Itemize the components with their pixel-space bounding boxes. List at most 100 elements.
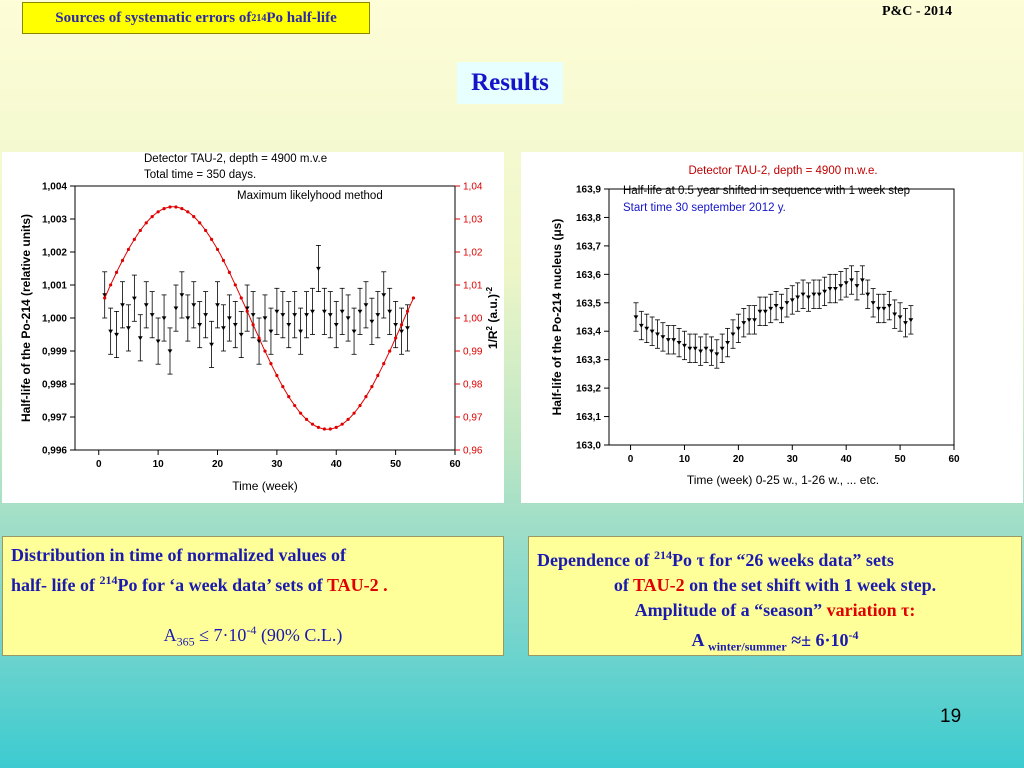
data-point (779, 306, 784, 311)
data-point (209, 342, 214, 347)
fit-curve-point (174, 205, 178, 209)
x-tick-label: 60 (449, 459, 461, 470)
fit-curve-point (221, 258, 226, 263)
fit-curve-point (132, 237, 136, 241)
fit-curve-point (138, 228, 142, 233)
right-y-axis-label: Half-life of the Po-214 nucleus (μs) (550, 219, 564, 416)
fit-curve-point (281, 384, 285, 389)
data-point (795, 295, 801, 300)
right-chart-annotation-line-1: Half-life at 0.5 year shifted in sequenc… (623, 185, 910, 197)
right-chart-panel: Detector TAU-2, depth = 4900 m.w.e. Half… (521, 152, 1023, 503)
right-box-line-1-prefix: Dependence of (537, 550, 654, 570)
right-box-line-2-red: TAU-2 (633, 575, 685, 595)
data-point (876, 306, 881, 311)
right-box-line-1-mid: Po τ for “26 weeks data” sets (671, 550, 894, 570)
x-tick-label: 30 (271, 459, 283, 470)
data-point (838, 284, 844, 289)
data-point (692, 346, 698, 351)
data-point (143, 303, 149, 308)
data-point (682, 343, 687, 348)
data-point (221, 326, 226, 331)
data-point (137, 336, 143, 341)
fit-curve-point (126, 247, 131, 252)
left-chart-title-line-2: Total time = 350 days. (144, 169, 256, 181)
data-point (811, 292, 817, 297)
right-plot-frame (608, 188, 955, 446)
left-box-amplitude: A365 ≤ 7·10-4 (90% C.L.) (11, 618, 495, 655)
data-point (827, 286, 833, 291)
x-tick-label: 10 (679, 454, 691, 465)
data-point (730, 332, 736, 337)
fit-curve-point (245, 309, 249, 313)
fit-curve-point (293, 403, 297, 408)
data-point (655, 332, 660, 337)
data-point (773, 304, 779, 309)
data-point (741, 321, 747, 326)
fit-curve-point (156, 210, 160, 214)
data-point (676, 341, 682, 345)
data-point (203, 313, 209, 318)
data-point (671, 338, 677, 343)
data-point (719, 346, 725, 351)
x-tick-label: 30 (787, 454, 799, 465)
left-chart-annotation: Maximum likelyhood method (237, 190, 383, 202)
data-point (393, 323, 399, 327)
data-point (363, 303, 369, 308)
data-point (351, 329, 357, 334)
data-point (865, 292, 871, 297)
data-point (800, 292, 806, 297)
data-point (149, 313, 155, 318)
fit-curve-point (144, 221, 148, 225)
y-tick-label: 0,996 (42, 446, 67, 457)
data-point (644, 326, 650, 331)
data-point (387, 309, 393, 314)
y-tick-label: 1,001 (42, 281, 67, 292)
left-y2-axis-label: 1/R2 (a.u.)-2 (485, 286, 500, 349)
x-tick-label: 50 (390, 459, 402, 470)
y-tick-label: 163,6 (576, 270, 601, 281)
x-tick-label: 20 (212, 459, 224, 470)
right-box-line-3-red: variation τ: (826, 600, 916, 620)
fit-curve-point (364, 395, 368, 399)
data-point (752, 318, 757, 323)
data-point (191, 303, 197, 308)
left-chart: Detector TAU-2, depth = 4900 m.v.e Total… (19, 153, 500, 493)
right-box-line-4-a: A (691, 630, 709, 650)
y-tick-label: 163,9 (576, 185, 601, 196)
fit-curve-point (405, 309, 410, 313)
page-number: 19 (940, 706, 962, 727)
data-point (179, 293, 185, 298)
amp-tail: (90% C.L.) (256, 625, 343, 645)
data-point (660, 335, 666, 340)
right-box-line-4-sub: winter/summer (708, 639, 787, 654)
right-box-line-1: Dependence of 214Po τ for “26 weeks data… (537, 543, 1013, 573)
data-point (232, 323, 238, 327)
data-point (897, 315, 903, 320)
y-tick-label: 163,1 (576, 412, 601, 423)
data-point (339, 309, 345, 314)
amp-sup: -4 (246, 623, 257, 637)
y-tick-label: 0,998 (42, 380, 67, 391)
data-point (638, 323, 644, 328)
data-point (238, 332, 244, 337)
data-point (849, 278, 854, 283)
data-point (746, 318, 752, 323)
fit-curve-point (394, 336, 398, 340)
topic-prefix: Sources of systematic errors of (55, 9, 252, 26)
data-point (114, 332, 119, 337)
fit-curve-point (370, 384, 374, 389)
data-point (822, 289, 828, 294)
right-x-axis-label: Time (week) 0-25 w., 1-26 w., ... etc. (687, 473, 879, 487)
right-box-line-4-mid: ≈± 6·10 (786, 630, 849, 650)
fit-curve-point (198, 221, 202, 225)
y2-tick-label: 1,03 (463, 215, 483, 226)
amp-a: A (163, 625, 177, 645)
fit-curve-point (233, 283, 237, 287)
fit-curve-point (275, 373, 279, 378)
data-point (843, 281, 849, 286)
data-point (881, 306, 887, 311)
data-point (789, 298, 795, 303)
data-point (908, 318, 914, 323)
left-box-line-2-mid: Po for ‘a week data’ sets of (117, 575, 327, 595)
right-description-box: Dependence of 214Po τ for “26 weeks data… (528, 536, 1022, 656)
